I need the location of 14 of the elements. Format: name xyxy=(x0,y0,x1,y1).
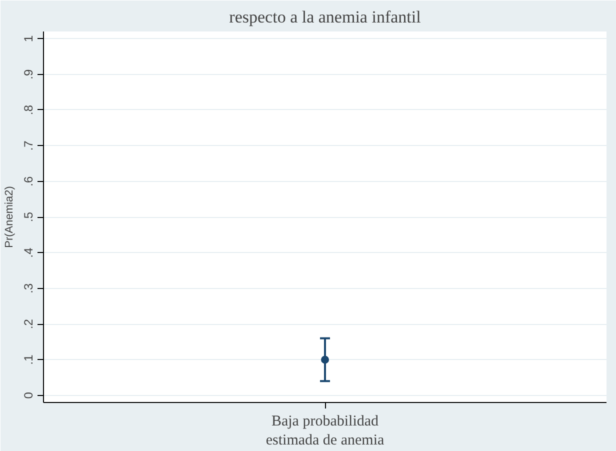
y-tick-label: .1 xyxy=(22,354,36,365)
y-tick-label: .9 xyxy=(22,68,36,80)
y-axis-title: Pr(Anemia2) xyxy=(4,186,16,248)
y-tick-label: .2 xyxy=(22,318,36,330)
y-tick-label: 1 xyxy=(22,34,36,42)
y-tick-label: .8 xyxy=(22,104,36,115)
y-tick-label: .4 xyxy=(22,247,36,258)
y-tick-label: .7 xyxy=(22,140,36,151)
y-tick-label: 0 xyxy=(22,392,36,399)
chart-title: respecto a la anemia infantil xyxy=(229,8,422,26)
x-tick-label: Baja probabilidad estimada de anemia xyxy=(266,414,384,449)
y-tick-label: .3 xyxy=(22,283,36,294)
y-tick-label: .5 xyxy=(22,212,36,222)
y-tick-label: .6 xyxy=(22,176,36,186)
